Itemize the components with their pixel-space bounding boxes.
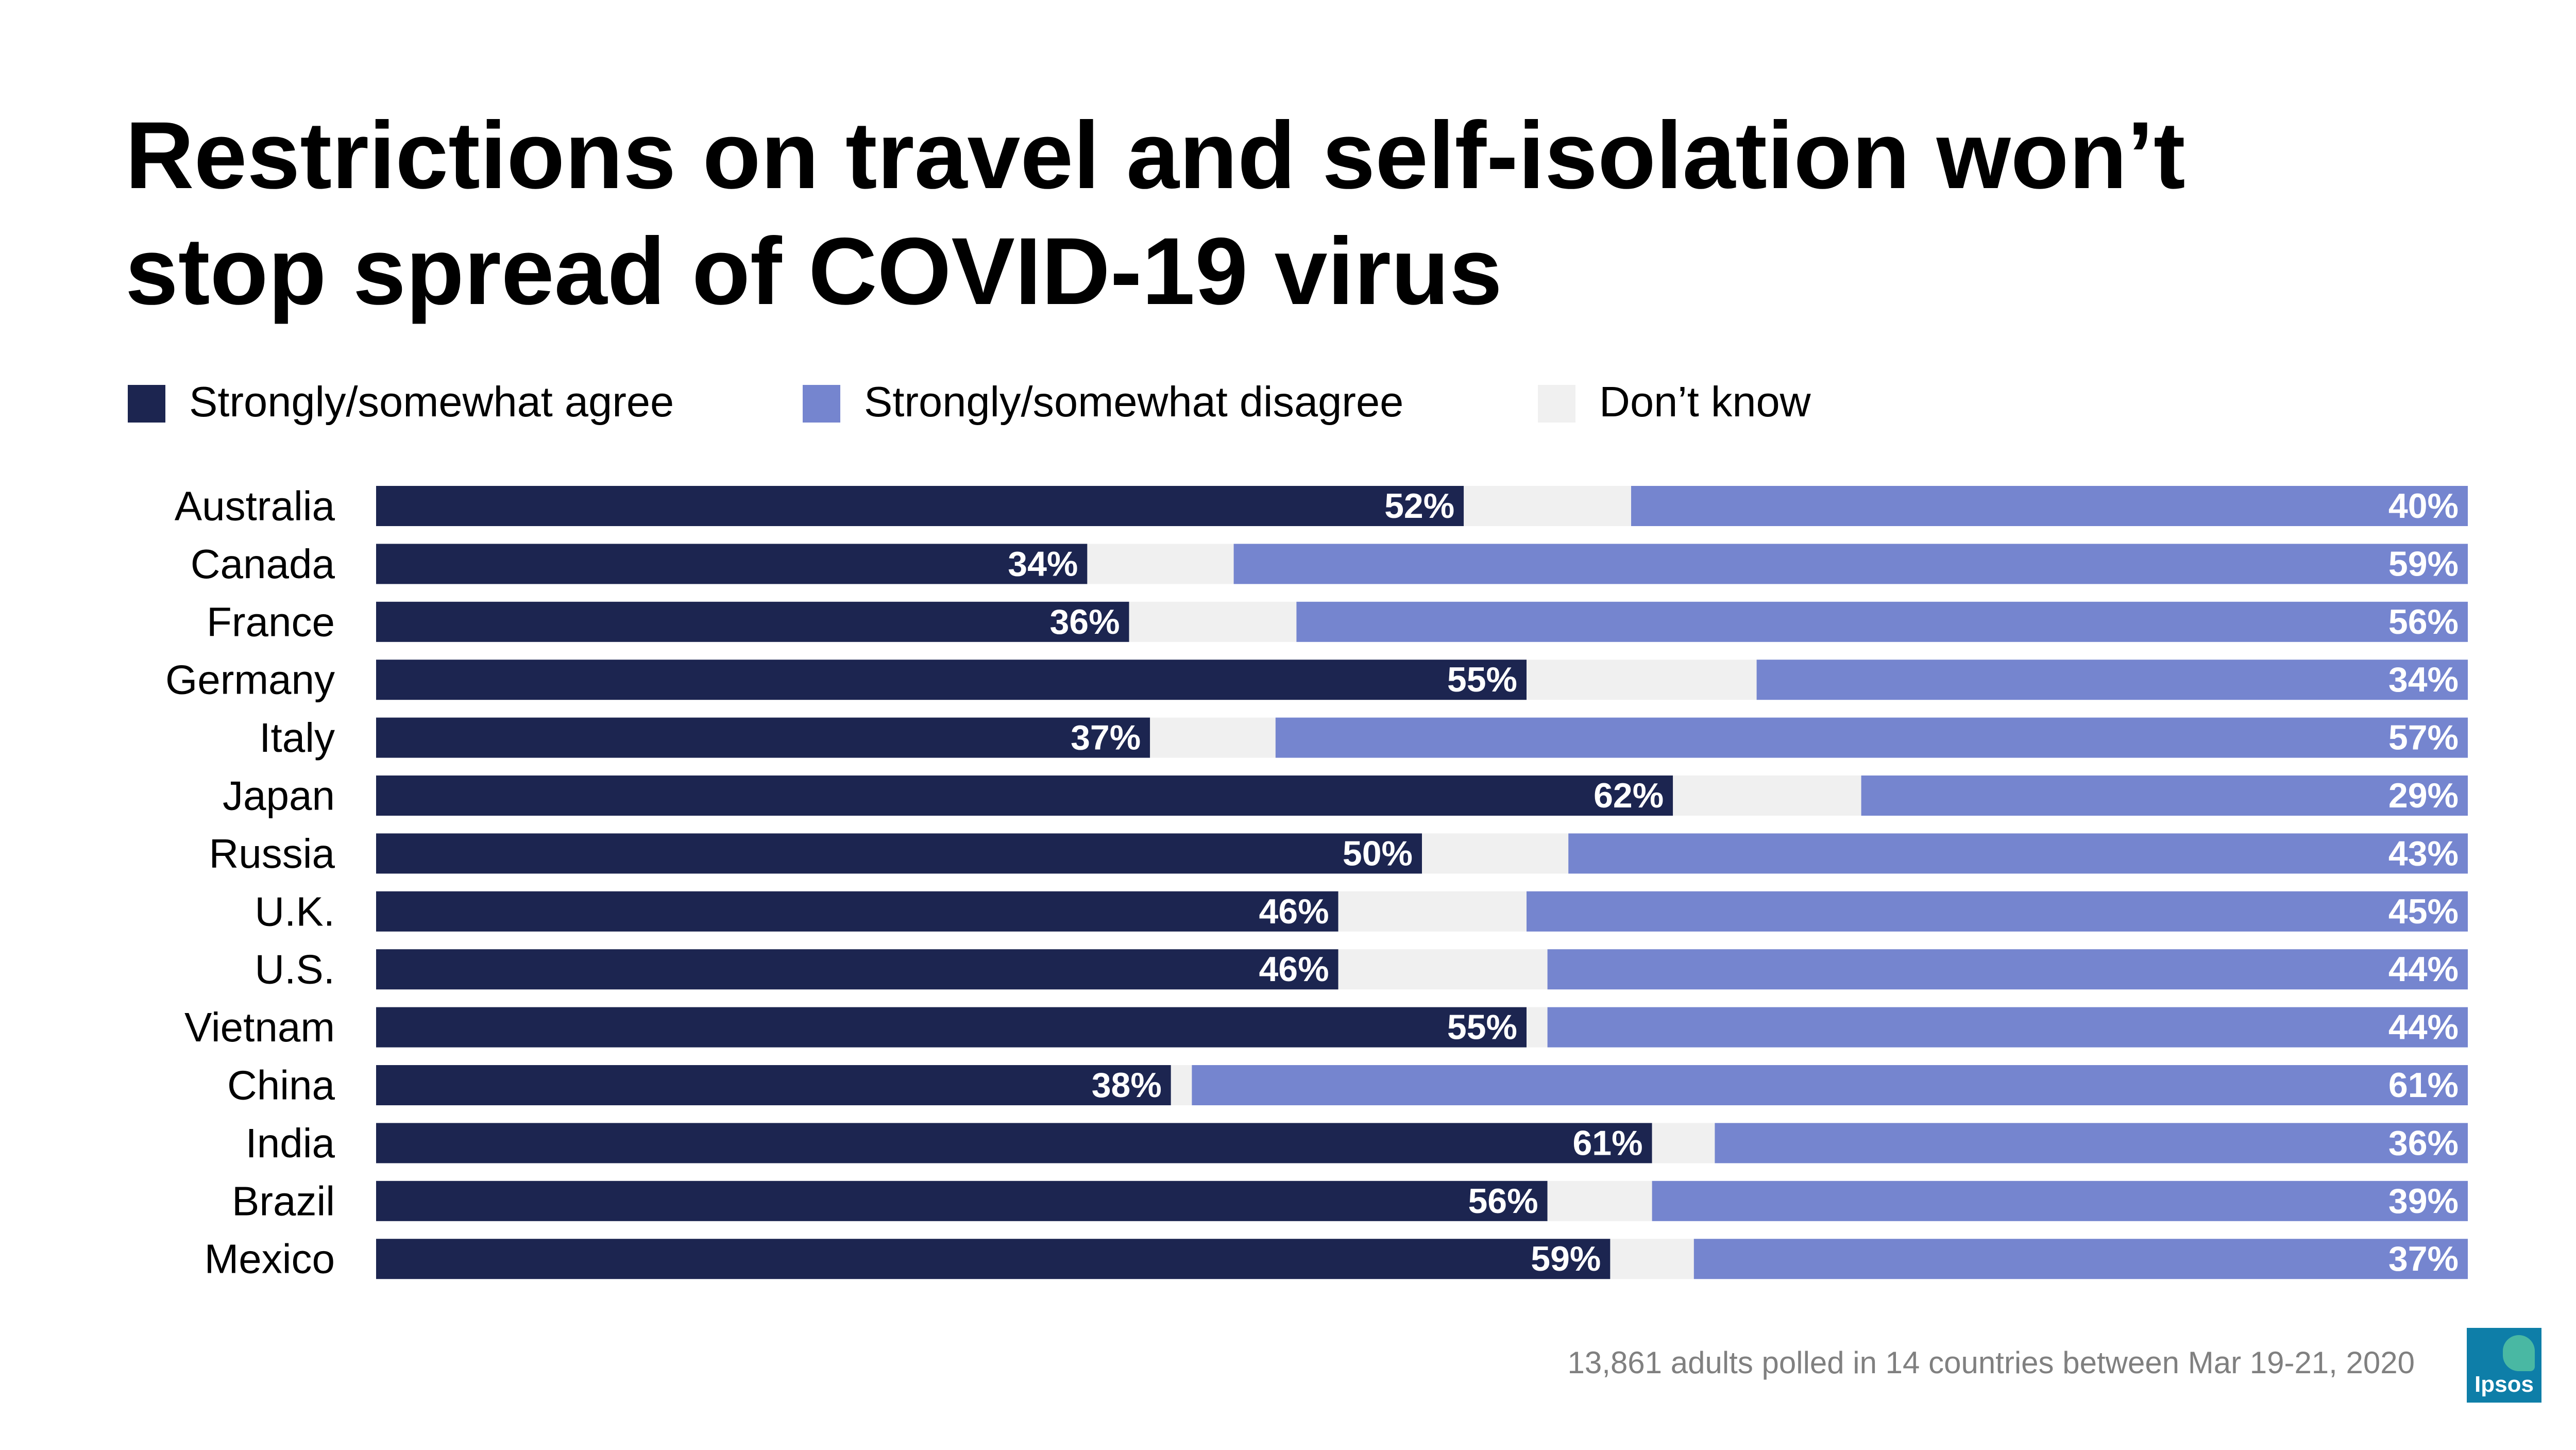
- bar-strongly-somewhat-disagree-u-k: [1527, 891, 2468, 932]
- data-label-strongly-somewhat-agree-china: 38%: [1092, 1066, 1162, 1105]
- category-label-canada: Canada: [191, 541, 335, 587]
- legend-label-agree: Strongly/somewhat agree: [189, 378, 674, 426]
- data-label-strongly-somewhat-disagree-australia: 40%: [2388, 486, 2459, 526]
- data-label-strongly-somewhat-disagree-vietnam: 44%: [2388, 1008, 2459, 1047]
- legend-swatch-disagree: [803, 385, 840, 423]
- bar-don-t-know-france: [1129, 601, 1297, 642]
- bar-don-t-know-mexico: [1610, 1239, 1694, 1279]
- data-label-strongly-somewhat-agree-japan: 62%: [1594, 776, 1664, 815]
- category-label-u-k: U.K.: [255, 888, 335, 934]
- category-label-russia: Russia: [209, 831, 335, 876]
- bar-strongly-somewhat-disagree-russia: [1568, 833, 2468, 874]
- bar-strongly-somewhat-agree-canada: [376, 544, 1088, 584]
- category-label-china: China: [227, 1063, 335, 1108]
- data-label-strongly-somewhat-disagree-brazil: 39%: [2388, 1182, 2459, 1221]
- bar-strongly-somewhat-agree-italy: [376, 717, 1150, 758]
- chart-title-line-1: Restrictions on travel and self-isolatio…: [125, 103, 2185, 209]
- legend-swatch-agree: [128, 385, 165, 423]
- bar-strongly-somewhat-disagree-japan: [1861, 775, 2468, 816]
- bar-strongly-somewhat-disagree-mexico: [1693, 1239, 2468, 1279]
- data-label-strongly-somewhat-agree-canada: 34%: [1008, 544, 1078, 583]
- legend-label-disagree: Strongly/somewhat disagree: [864, 378, 1404, 426]
- bar-don-t-know-germany: [1527, 660, 1757, 700]
- bar-strongly-somewhat-disagree-canada: [1233, 544, 2468, 584]
- bar-strongly-somewhat-agree-brazil: [376, 1181, 1548, 1221]
- ipsos-logo-mark-icon: [2503, 1335, 2535, 1371]
- data-label-strongly-somewhat-agree-brazil: 56%: [1468, 1182, 1538, 1221]
- bar-strongly-somewhat-agree-u-s: [376, 949, 1338, 990]
- data-label-strongly-somewhat-disagree-italy: 57%: [2388, 718, 2459, 757]
- bar-don-t-know-vietnam: [1527, 1007, 1548, 1048]
- data-label-strongly-somewhat-disagree-france: 56%: [2388, 602, 2459, 642]
- data-label-strongly-somewhat-agree-germany: 55%: [1447, 660, 1517, 699]
- data-label-strongly-somewhat-agree-vietnam: 55%: [1447, 1008, 1517, 1047]
- bar-strongly-somewhat-disagree-italy: [1275, 717, 2468, 758]
- bar-strongly-somewhat-disagree-vietnam: [1547, 1007, 2468, 1048]
- bar-strongly-somewhat-disagree-india: [1715, 1123, 2468, 1164]
- bar-strongly-somewhat-agree-france: [376, 601, 1129, 642]
- bar-don-t-know-japan: [1673, 775, 1861, 816]
- data-label-strongly-somewhat-disagree-canada: 59%: [2388, 544, 2459, 583]
- category-label-vietnam: Vietnam: [184, 1004, 335, 1050]
- category-label-japan: Japan: [223, 773, 335, 819]
- data-label-strongly-somewhat-agree-mexico: 59%: [1531, 1239, 1601, 1278]
- data-label-strongly-somewhat-disagree-japan: 29%: [2388, 776, 2459, 815]
- chart-title: Restrictions on travel and self-isolatio…: [125, 98, 2444, 330]
- bar-strongly-somewhat-agree-australia: [376, 486, 1464, 526]
- ipsos-logo-text: Ipsos: [2475, 1372, 2534, 1397]
- bar-strongly-somewhat-agree-mexico: [376, 1239, 1611, 1279]
- bar-don-t-know-australia: [1464, 486, 1631, 526]
- bar-strongly-somewhat-agree-china: [376, 1065, 1171, 1105]
- data-label-strongly-somewhat-agree-u-s: 46%: [1259, 950, 1329, 989]
- data-label-strongly-somewhat-agree-india: 61%: [1572, 1123, 1642, 1162]
- bar-strongly-somewhat-agree-germany: [376, 660, 1527, 700]
- data-label-strongly-somewhat-disagree-mexico: 37%: [2388, 1239, 2459, 1278]
- data-label-strongly-somewhat-disagree-u-k: 45%: [2388, 892, 2459, 931]
- category-label-australia: Australia: [175, 483, 335, 529]
- data-label-strongly-somewhat-agree-italy: 37%: [1071, 718, 1141, 757]
- bar-strongly-somewhat-disagree-france: [1296, 601, 2468, 642]
- data-label-strongly-somewhat-agree-russia: 50%: [1343, 834, 1413, 873]
- ipsos-logo: Ipsos: [2467, 1328, 2541, 1403]
- chart-title-line-2: stop spread of COVID-19 virus: [125, 218, 1502, 325]
- bar-strongly-somewhat-agree-u-k: [376, 891, 1338, 932]
- bar-don-t-know-u-k: [1338, 891, 1527, 932]
- category-label-india: India: [246, 1120, 335, 1166]
- bar-don-t-know-u-s: [1338, 949, 1548, 990]
- category-label-germany: Germany: [165, 657, 335, 703]
- bar-strongly-somewhat-disagree-germany: [1756, 660, 2468, 700]
- category-label-italy: Italy: [259, 715, 335, 761]
- data-label-strongly-somewhat-disagree-germany: 34%: [2388, 660, 2459, 699]
- data-label-strongly-somewhat-agree-australia: 52%: [1384, 486, 1454, 526]
- bar-strongly-somewhat-disagree-brazil: [1652, 1181, 2468, 1221]
- bar-don-t-know-russia: [1422, 833, 1569, 874]
- legend-swatch-dont-know: [1538, 385, 1575, 423]
- bar-don-t-know-canada: [1087, 544, 1234, 584]
- bar-strongly-somewhat-agree-vietnam: [376, 1007, 1527, 1048]
- category-label-mexico: Mexico: [205, 1236, 335, 1282]
- legend-label-dont-know: Don’t know: [1599, 378, 1811, 426]
- footnote: 13,861 adults polled in 14 countries bet…: [1567, 1345, 2415, 1380]
- data-label-strongly-somewhat-disagree-india: 36%: [2388, 1123, 2459, 1162]
- bar-strongly-somewhat-disagree-china: [1192, 1065, 2468, 1105]
- data-label-strongly-somewhat-disagree-russia: 43%: [2388, 834, 2459, 873]
- bar-strongly-somewhat-agree-japan: [376, 775, 1673, 816]
- category-label-u-s: U.S.: [255, 947, 335, 992]
- data-label-strongly-somewhat-agree-u-k: 46%: [1259, 892, 1329, 931]
- category-label-brazil: Brazil: [232, 1178, 335, 1224]
- data-label-strongly-somewhat-disagree-china: 61%: [2388, 1066, 2459, 1105]
- category-label-france: France: [207, 599, 335, 645]
- bar-don-t-know-china: [1171, 1065, 1192, 1105]
- bar-strongly-somewhat-agree-india: [376, 1123, 1652, 1164]
- bar-don-t-know-italy: [1150, 717, 1276, 758]
- bar-strongly-somewhat-disagree-australia: [1631, 486, 2468, 526]
- bar-don-t-know-brazil: [1547, 1181, 1652, 1221]
- data-label-strongly-somewhat-agree-france: 36%: [1049, 602, 1120, 642]
- bar-strongly-somewhat-agree-russia: [376, 833, 1422, 874]
- bar-strongly-somewhat-disagree-u-s: [1547, 949, 2468, 990]
- bar-don-t-know-india: [1652, 1123, 1715, 1164]
- data-label-strongly-somewhat-disagree-u-s: 44%: [2388, 950, 2459, 989]
